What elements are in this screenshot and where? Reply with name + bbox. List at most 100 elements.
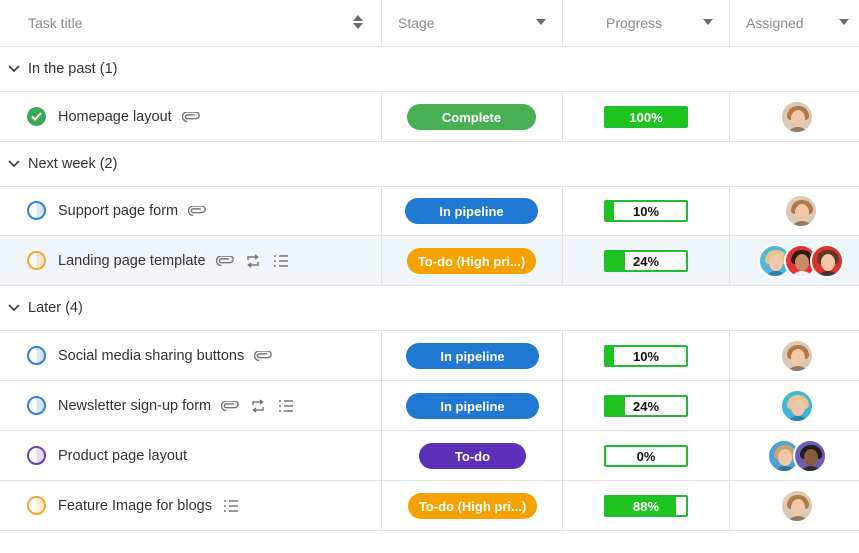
assignee-avatars[interactable]	[780, 381, 814, 430]
status-circle-icon[interactable]	[27, 346, 46, 365]
check-circle-icon[interactable]	[27, 107, 46, 126]
assignee-avatars[interactable]	[767, 431, 827, 480]
table-row[interactable]: Social media sharing buttons In pipeline…	[0, 331, 859, 381]
progress-bar: 24%	[604, 250, 688, 272]
checklist-icon	[277, 399, 295, 413]
task-name[interactable]: Social media sharing buttons	[58, 347, 245, 364]
progress-bar: 88%	[604, 495, 688, 517]
group-label: Later (4)	[28, 300, 83, 316]
progress-fill	[606, 347, 614, 365]
checklist-icon	[222, 499, 240, 513]
table-row[interactable]: Product page layout To-do 0%	[0, 431, 859, 481]
assignee-avatars[interactable]	[780, 92, 814, 141]
paperclip-icon	[215, 254, 234, 268]
group-header-later[interactable]: Later (4)	[0, 286, 859, 331]
column-header-stage[interactable]: Stage	[381, 0, 562, 46]
column-divider	[729, 0, 730, 47]
progress-label: 88%	[632, 498, 660, 514]
avatar[interactable]	[780, 338, 814, 373]
sort-icon[interactable]	[353, 15, 363, 31]
avatar[interactable]	[780, 488, 814, 523]
paperclip-icon	[181, 110, 200, 124]
stage-badge[interactable]: To-do	[419, 443, 526, 469]
repeat-icon	[249, 398, 267, 413]
avatar[interactable]	[793, 438, 827, 473]
paperclip-icon	[254, 349, 272, 363]
stage-badge[interactable]: In pipeline	[405, 198, 538, 224]
column-divider	[562, 331, 563, 531]
group-header-next-week[interactable]: Next week (2)	[0, 142, 859, 187]
column-header-assigned[interactable]: Assigned	[730, 0, 859, 46]
column-divider	[381, 331, 382, 531]
status-circle-icon[interactable]	[27, 396, 46, 415]
progress-fill	[606, 397, 626, 415]
stage-badge[interactable]: Complete	[407, 104, 536, 130]
stage-badge[interactable]: To-do (High pri...)	[407, 248, 536, 274]
status-circle-icon[interactable]	[27, 201, 46, 220]
column-divider	[381, 92, 382, 142]
caret-down-icon[interactable]	[703, 19, 713, 25]
status-circle-icon[interactable]	[27, 496, 46, 515]
column-divider	[562, 92, 563, 142]
column-divider	[729, 92, 730, 142]
task-name[interactable]: Homepage layout	[58, 108, 172, 125]
column-header-task-title[interactable]: Task title	[28, 0, 380, 46]
chevron-down-icon[interactable]	[0, 286, 28, 330]
table-row[interactable]: Landing page template To-do (High pri...…	[0, 236, 859, 286]
chevron-down-icon[interactable]	[0, 47, 28, 91]
repeat-icon	[244, 253, 262, 268]
table-row[interactable]: Newsletter sign-up form In pipeline 24%	[0, 381, 859, 431]
task-name[interactable]: Feature Image for blogs	[58, 497, 212, 514]
caret-down-icon[interactable]	[536, 19, 546, 25]
progress-fill	[606, 252, 626, 270]
progress-bar: 0%	[604, 445, 688, 467]
stage-badge[interactable]: To-do (High pri...)	[408, 493, 537, 519]
column-header-stage-label: Stage	[398, 15, 435, 31]
status-circle-icon[interactable]	[27, 446, 46, 465]
avatar[interactable]	[780, 99, 814, 134]
paperclip-icon	[221, 399, 239, 413]
column-divider	[562, 186, 563, 286]
status-circle-icon[interactable]	[27, 251, 46, 270]
progress-bar: 10%	[604, 200, 688, 222]
assignee-avatars[interactable]	[784, 186, 818, 235]
column-divider	[381, 0, 382, 47]
progress-fill	[606, 108, 686, 126]
avatar[interactable]	[784, 243, 818, 278]
table-row[interactable]: Support page form In pipeline 10%	[0, 186, 859, 236]
table-row[interactable]: Homepage layout Complete 100%	[0, 92, 859, 142]
table-row[interactable]: Feature Image for blogs To-do (High pri.…	[0, 481, 859, 531]
group-label: Next week (2)	[28, 156, 118, 172]
progress-bar: 10%	[604, 345, 688, 367]
stage-badge[interactable]: In pipeline	[406, 343, 539, 369]
caret-down-icon[interactable]	[839, 19, 849, 25]
progress-bar: 24%	[604, 395, 688, 417]
progress-label: 0%	[636, 448, 656, 464]
avatar[interactable]	[810, 243, 844, 278]
assignee-avatars[interactable]	[780, 331, 814, 380]
group-header-in-the-past[interactable]: In the past (1)	[0, 47, 859, 92]
chevron-down-icon[interactable]	[0, 142, 28, 186]
progress-bar: 100%	[604, 106, 688, 128]
avatar[interactable]	[780, 388, 814, 423]
group-label: In the past (1)	[28, 61, 118, 77]
column-divider	[729, 186, 730, 286]
stage-badge[interactable]: In pipeline	[406, 393, 539, 419]
avatar[interactable]	[784, 193, 818, 228]
assignee-avatars[interactable]	[758, 236, 844, 285]
progress-label: 24%	[632, 398, 660, 414]
checklist-icon	[272, 254, 290, 268]
progress-fill	[606, 202, 614, 220]
task-name[interactable]: Newsletter sign-up form	[58, 397, 212, 414]
table-header: Task title Stage Progress Assigned	[0, 0, 859, 47]
task-name[interactable]: Support page form	[58, 202, 179, 219]
column-header-assigned-label: Assigned	[746, 15, 804, 31]
task-name[interactable]: Landing page template	[58, 252, 206, 269]
assignee-avatars[interactable]	[780, 481, 814, 530]
progress-label: 10%	[632, 203, 660, 219]
progress-label: 100%	[629, 109, 663, 125]
task-name[interactable]: Product page layout	[58, 447, 187, 464]
column-header-progress[interactable]: Progress	[563, 0, 729, 46]
progress-label: 10%	[632, 348, 660, 364]
progress-label: 24%	[632, 253, 660, 269]
